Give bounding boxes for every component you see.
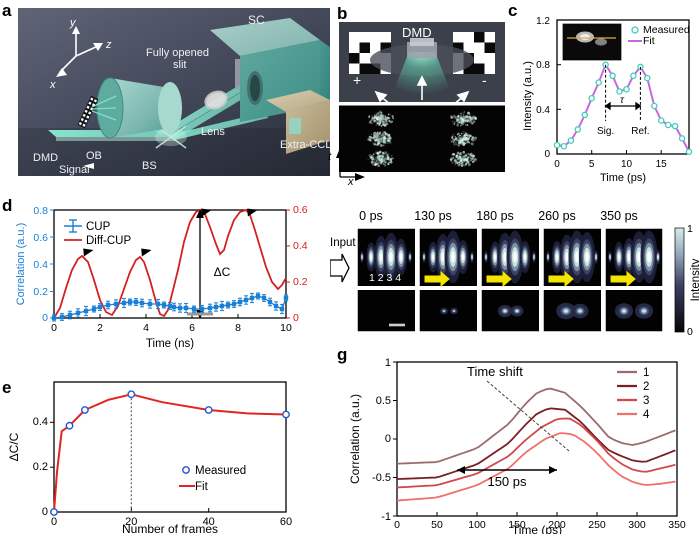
svg-text:350: 350 xyxy=(668,519,686,531)
svg-text:150 ps: 150 ps xyxy=(487,474,527,489)
svg-text:slit: slit xyxy=(173,59,186,71)
svg-text:4: 4 xyxy=(143,322,149,334)
svg-text:DMD: DMD xyxy=(33,152,58,164)
svg-text:Correlation (a.u.): Correlation (a.u.) xyxy=(348,394,362,484)
svg-text:Fit: Fit xyxy=(643,35,655,47)
svg-text:300: 300 xyxy=(628,519,646,531)
svg-text:SC: SC xyxy=(248,13,265,27)
svg-text:Diff-CUP: Diff-CUP xyxy=(86,235,131,247)
svg-text:250: 250 xyxy=(588,519,606,531)
svg-text:1: 1 xyxy=(643,367,649,379)
svg-text:OB: OB xyxy=(86,150,102,162)
svg-text:0: 0 xyxy=(394,519,400,531)
svg-text:10: 10 xyxy=(621,159,633,170)
svg-text:Lens: Lens xyxy=(201,126,225,138)
svg-text:Correlation (a.u.): Correlation (a.u.) xyxy=(15,223,27,306)
svg-text:0.2: 0.2 xyxy=(33,461,48,473)
svg-text:Intensity (a.u.): Intensity (a.u.) xyxy=(522,61,534,131)
svg-text:10: 10 xyxy=(280,322,292,334)
svg-text:1: 1 xyxy=(687,223,693,235)
svg-text:-: - xyxy=(482,72,487,88)
svg-text:4: 4 xyxy=(643,409,650,421)
svg-text:Sig.: Sig. xyxy=(597,126,614,137)
svg-text:-0.5: -0.5 xyxy=(372,472,391,484)
svg-text:0.4: 0.4 xyxy=(293,240,308,252)
svg-text:260 ps: 260 ps xyxy=(538,209,576,223)
svg-text:0.4: 0.4 xyxy=(33,259,48,271)
svg-text:x: x xyxy=(347,176,354,188)
svg-text:0 ps: 0 ps xyxy=(359,209,383,223)
svg-text:0.4: 0.4 xyxy=(33,416,48,428)
svg-text:0: 0 xyxy=(544,149,550,160)
svg-text:1.2: 1.2 xyxy=(536,16,550,27)
svg-text:3: 3 xyxy=(643,395,649,407)
svg-text:ΔC: ΔC xyxy=(214,265,231,279)
svg-text:350 ps: 350 ps xyxy=(600,209,638,223)
svg-text:DMD: DMD xyxy=(402,25,432,40)
svg-text:0: 0 xyxy=(42,312,48,324)
svg-text:15: 15 xyxy=(656,159,668,170)
svg-text:-1: -1 xyxy=(381,511,391,523)
svg-text:0.6: 0.6 xyxy=(293,204,308,216)
svg-text:Fit: Fit xyxy=(195,481,209,493)
svg-text:50: 50 xyxy=(431,519,443,531)
svg-text:Intensity: Intensity xyxy=(690,258,699,301)
svg-text:0.2: 0.2 xyxy=(33,286,48,298)
svg-text:Fully opened: Fully opened xyxy=(146,47,209,59)
svg-text:180 ps: 180 ps xyxy=(476,209,514,223)
svg-text:Time shift: Time shift xyxy=(467,364,523,379)
svg-text:+: + xyxy=(353,72,361,88)
svg-text:Extra-CCD: Extra-CCD xyxy=(280,139,330,151)
svg-text:x: x xyxy=(49,79,56,91)
svg-text:Number of frames: Number of frames xyxy=(122,522,218,534)
svg-text:t: t xyxy=(328,151,332,163)
svg-text:0.5: 0.5 xyxy=(376,395,391,407)
svg-text:ΔC/C: ΔC/C xyxy=(7,432,21,461)
svg-text:BS: BS xyxy=(142,160,157,172)
svg-text:Time (ps): Time (ps) xyxy=(512,523,562,534)
svg-text:0: 0 xyxy=(687,326,693,338)
svg-text:z: z xyxy=(105,39,112,51)
svg-text:6: 6 xyxy=(189,322,195,334)
svg-text:5: 5 xyxy=(589,159,595,170)
svg-text:0: 0 xyxy=(293,312,299,324)
svg-text:Input: Input xyxy=(330,237,356,249)
svg-text:0: 0 xyxy=(51,516,57,528)
svg-text:0.8: 0.8 xyxy=(33,205,48,217)
svg-text:8: 8 xyxy=(235,322,241,334)
svg-text:0: 0 xyxy=(385,433,391,445)
svg-text:0.2: 0.2 xyxy=(293,276,308,288)
svg-text:Ref.: Ref. xyxy=(631,126,649,137)
svg-text:0: 0 xyxy=(554,159,560,170)
svg-text:CUP: CUP xyxy=(86,221,111,233)
svg-text:100: 100 xyxy=(468,519,486,531)
svg-text:Measured: Measured xyxy=(195,465,246,477)
svg-text:0.6: 0.6 xyxy=(33,232,48,244)
svg-text:130 ps: 130 ps xyxy=(414,209,452,223)
svg-text:1 2 3 4: 1 2 3 4 xyxy=(369,272,401,284)
svg-text:0: 0 xyxy=(51,322,57,334)
svg-text:Time (ns): Time (ns) xyxy=(146,338,194,350)
svg-text:0.4: 0.4 xyxy=(536,105,550,116)
svg-text:Time (ps): Time (ps) xyxy=(600,172,646,184)
svg-text:2: 2 xyxy=(97,322,103,334)
svg-text:60: 60 xyxy=(280,516,292,528)
svg-text:0: 0 xyxy=(42,506,48,518)
svg-text:0.8: 0.8 xyxy=(536,60,550,71)
svg-text:2: 2 xyxy=(643,381,649,393)
